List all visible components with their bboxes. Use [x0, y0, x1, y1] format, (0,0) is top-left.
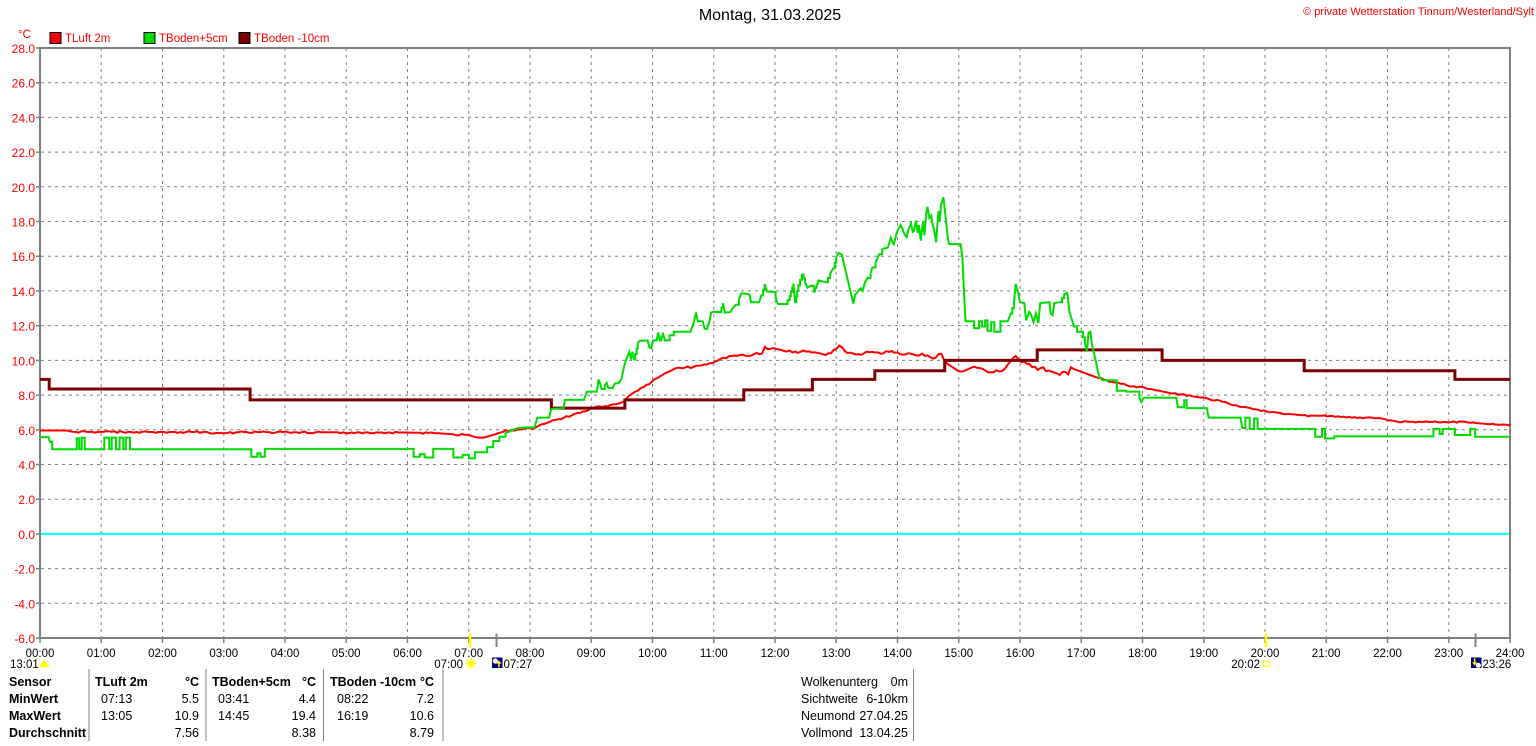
svg-text:12:00: 12:00 [761, 648, 790, 660]
svg-text:11:00: 11:00 [700, 648, 728, 660]
svg-text:Durchschnitt: Durchschnitt [9, 726, 87, 740]
svg-text:Montag, 31.03.2025: Montag, 31.03.2025 [699, 7, 841, 24]
svg-text:4.4: 4.4 [299, 692, 316, 706]
svg-text:0m: 0m [891, 675, 908, 689]
svg-text:8.38: 8.38 [292, 726, 316, 740]
svg-text:04:00: 04:00 [271, 648, 300, 660]
svg-text:10.6: 10.6 [410, 709, 434, 723]
svg-text:16:19: 16:19 [337, 709, 368, 723]
svg-text:22:00: 22:00 [1373, 648, 1402, 660]
svg-text:08:22: 08:22 [337, 692, 368, 706]
svg-text:-6.0: -6.0 [14, 632, 35, 646]
svg-text:18:00: 18:00 [1128, 648, 1157, 660]
svg-text:Neumond: Neumond [801, 709, 855, 723]
svg-text:16.0: 16.0 [12, 250, 36, 264]
svg-text:TBoden -10cm: TBoden -10cm [254, 33, 329, 45]
svg-text:08:00: 08:00 [516, 648, 545, 660]
svg-text:14:45: 14:45 [218, 709, 249, 723]
svg-text:05:00: 05:00 [332, 648, 361, 660]
svg-text:13:05: 13:05 [101, 709, 132, 723]
svg-text:°C: °C [302, 675, 316, 689]
svg-text:TBoden+5cm: TBoden+5cm [212, 675, 291, 689]
svg-text:TLuft 2m: TLuft 2m [95, 675, 148, 689]
svg-text:Vollmond: Vollmond [801, 726, 852, 740]
svg-text:21:00: 21:00 [1312, 648, 1341, 660]
svg-text:12.0: 12.0 [12, 320, 36, 334]
svg-text:TBoden -10cm: TBoden -10cm [330, 675, 416, 689]
svg-text:15:00: 15:00 [944, 648, 973, 660]
svg-text:17:00: 17:00 [1067, 648, 1096, 660]
svg-text:°C: °C [185, 675, 199, 689]
svg-text:6-10km: 6-10km [866, 692, 908, 706]
svg-text:-4.0: -4.0 [14, 597, 35, 611]
svg-text:10.9: 10.9 [175, 709, 199, 723]
svg-text:14:00: 14:00 [883, 648, 912, 660]
svg-text:10.0: 10.0 [12, 354, 36, 368]
svg-text:TLuft 2m: TLuft 2m [65, 33, 110, 45]
svg-text:© private Wetterstation Tinnum: © private Wetterstation Tinnum/Westerlan… [1303, 6, 1534, 18]
svg-text:7.56: 7.56 [175, 726, 199, 740]
svg-text:23:26: 23:26 [1483, 659, 1512, 671]
svg-text:06:00: 06:00 [393, 648, 422, 660]
svg-text:09:00: 09:00 [577, 648, 606, 660]
svg-text:24.0: 24.0 [12, 111, 36, 125]
svg-text:MinWert: MinWert [9, 692, 59, 706]
svg-text:2.0: 2.0 [18, 493, 35, 507]
svg-text:23:00: 23:00 [1434, 648, 1463, 660]
svg-text:27.04.25: 27.04.25 [859, 709, 908, 723]
svg-text:-2.0: -2.0 [14, 563, 35, 577]
svg-text:8.0: 8.0 [18, 389, 35, 403]
svg-text:0.0: 0.0 [18, 528, 35, 542]
svg-text:18.0: 18.0 [12, 216, 36, 230]
svg-text:07:00: 07:00 [434, 659, 463, 671]
svg-text:03:41: 03:41 [218, 692, 249, 706]
svg-text:Wolkenunterg: Wolkenunterg [801, 675, 878, 689]
svg-text:22.0: 22.0 [12, 146, 36, 160]
svg-text:13.04.25: 13.04.25 [859, 726, 908, 740]
svg-text:00:00: 00:00 [26, 648, 55, 660]
svg-text:TBoden+5cm: TBoden+5cm [159, 33, 228, 45]
svg-text:°C: °C [18, 29, 31, 41]
svg-text:4.0: 4.0 [18, 459, 35, 473]
svg-text:5.5: 5.5 [182, 692, 199, 706]
svg-text:20.0: 20.0 [12, 181, 36, 195]
svg-text:7.2: 7.2 [417, 692, 434, 706]
svg-text:20:02: 20:02 [1231, 659, 1260, 671]
svg-text:02:00: 02:00 [148, 648, 177, 660]
svg-text:07:13: 07:13 [101, 692, 132, 706]
svg-text:01:00: 01:00 [87, 648, 116, 660]
svg-text:07:27: 07:27 [504, 659, 533, 671]
svg-text:MaxWert: MaxWert [9, 709, 62, 723]
svg-text:20:00: 20:00 [1251, 648, 1280, 660]
svg-text:14.0: 14.0 [12, 285, 36, 299]
svg-text:13:00: 13:00 [822, 648, 851, 660]
svg-text:16:00: 16:00 [1006, 648, 1035, 660]
svg-text:26.0: 26.0 [12, 77, 36, 91]
svg-text:Sichtweite: Sichtweite [801, 692, 858, 706]
svg-text:6.0: 6.0 [18, 424, 35, 438]
svg-text:°C: °C [420, 675, 434, 689]
svg-text:13:01: 13:01 [10, 659, 39, 671]
svg-text:24:00: 24:00 [1496, 648, 1525, 660]
svg-text:19:00: 19:00 [1189, 648, 1218, 660]
svg-text:28.0: 28.0 [12, 42, 36, 56]
svg-text:Sensor: Sensor [9, 675, 52, 689]
svg-text:03:00: 03:00 [209, 648, 238, 660]
svg-text:10:00: 10:00 [638, 648, 667, 660]
svg-text:07:00: 07:00 [454, 648, 483, 660]
svg-text:8.79: 8.79 [410, 726, 434, 740]
svg-text:19.4: 19.4 [292, 709, 316, 723]
